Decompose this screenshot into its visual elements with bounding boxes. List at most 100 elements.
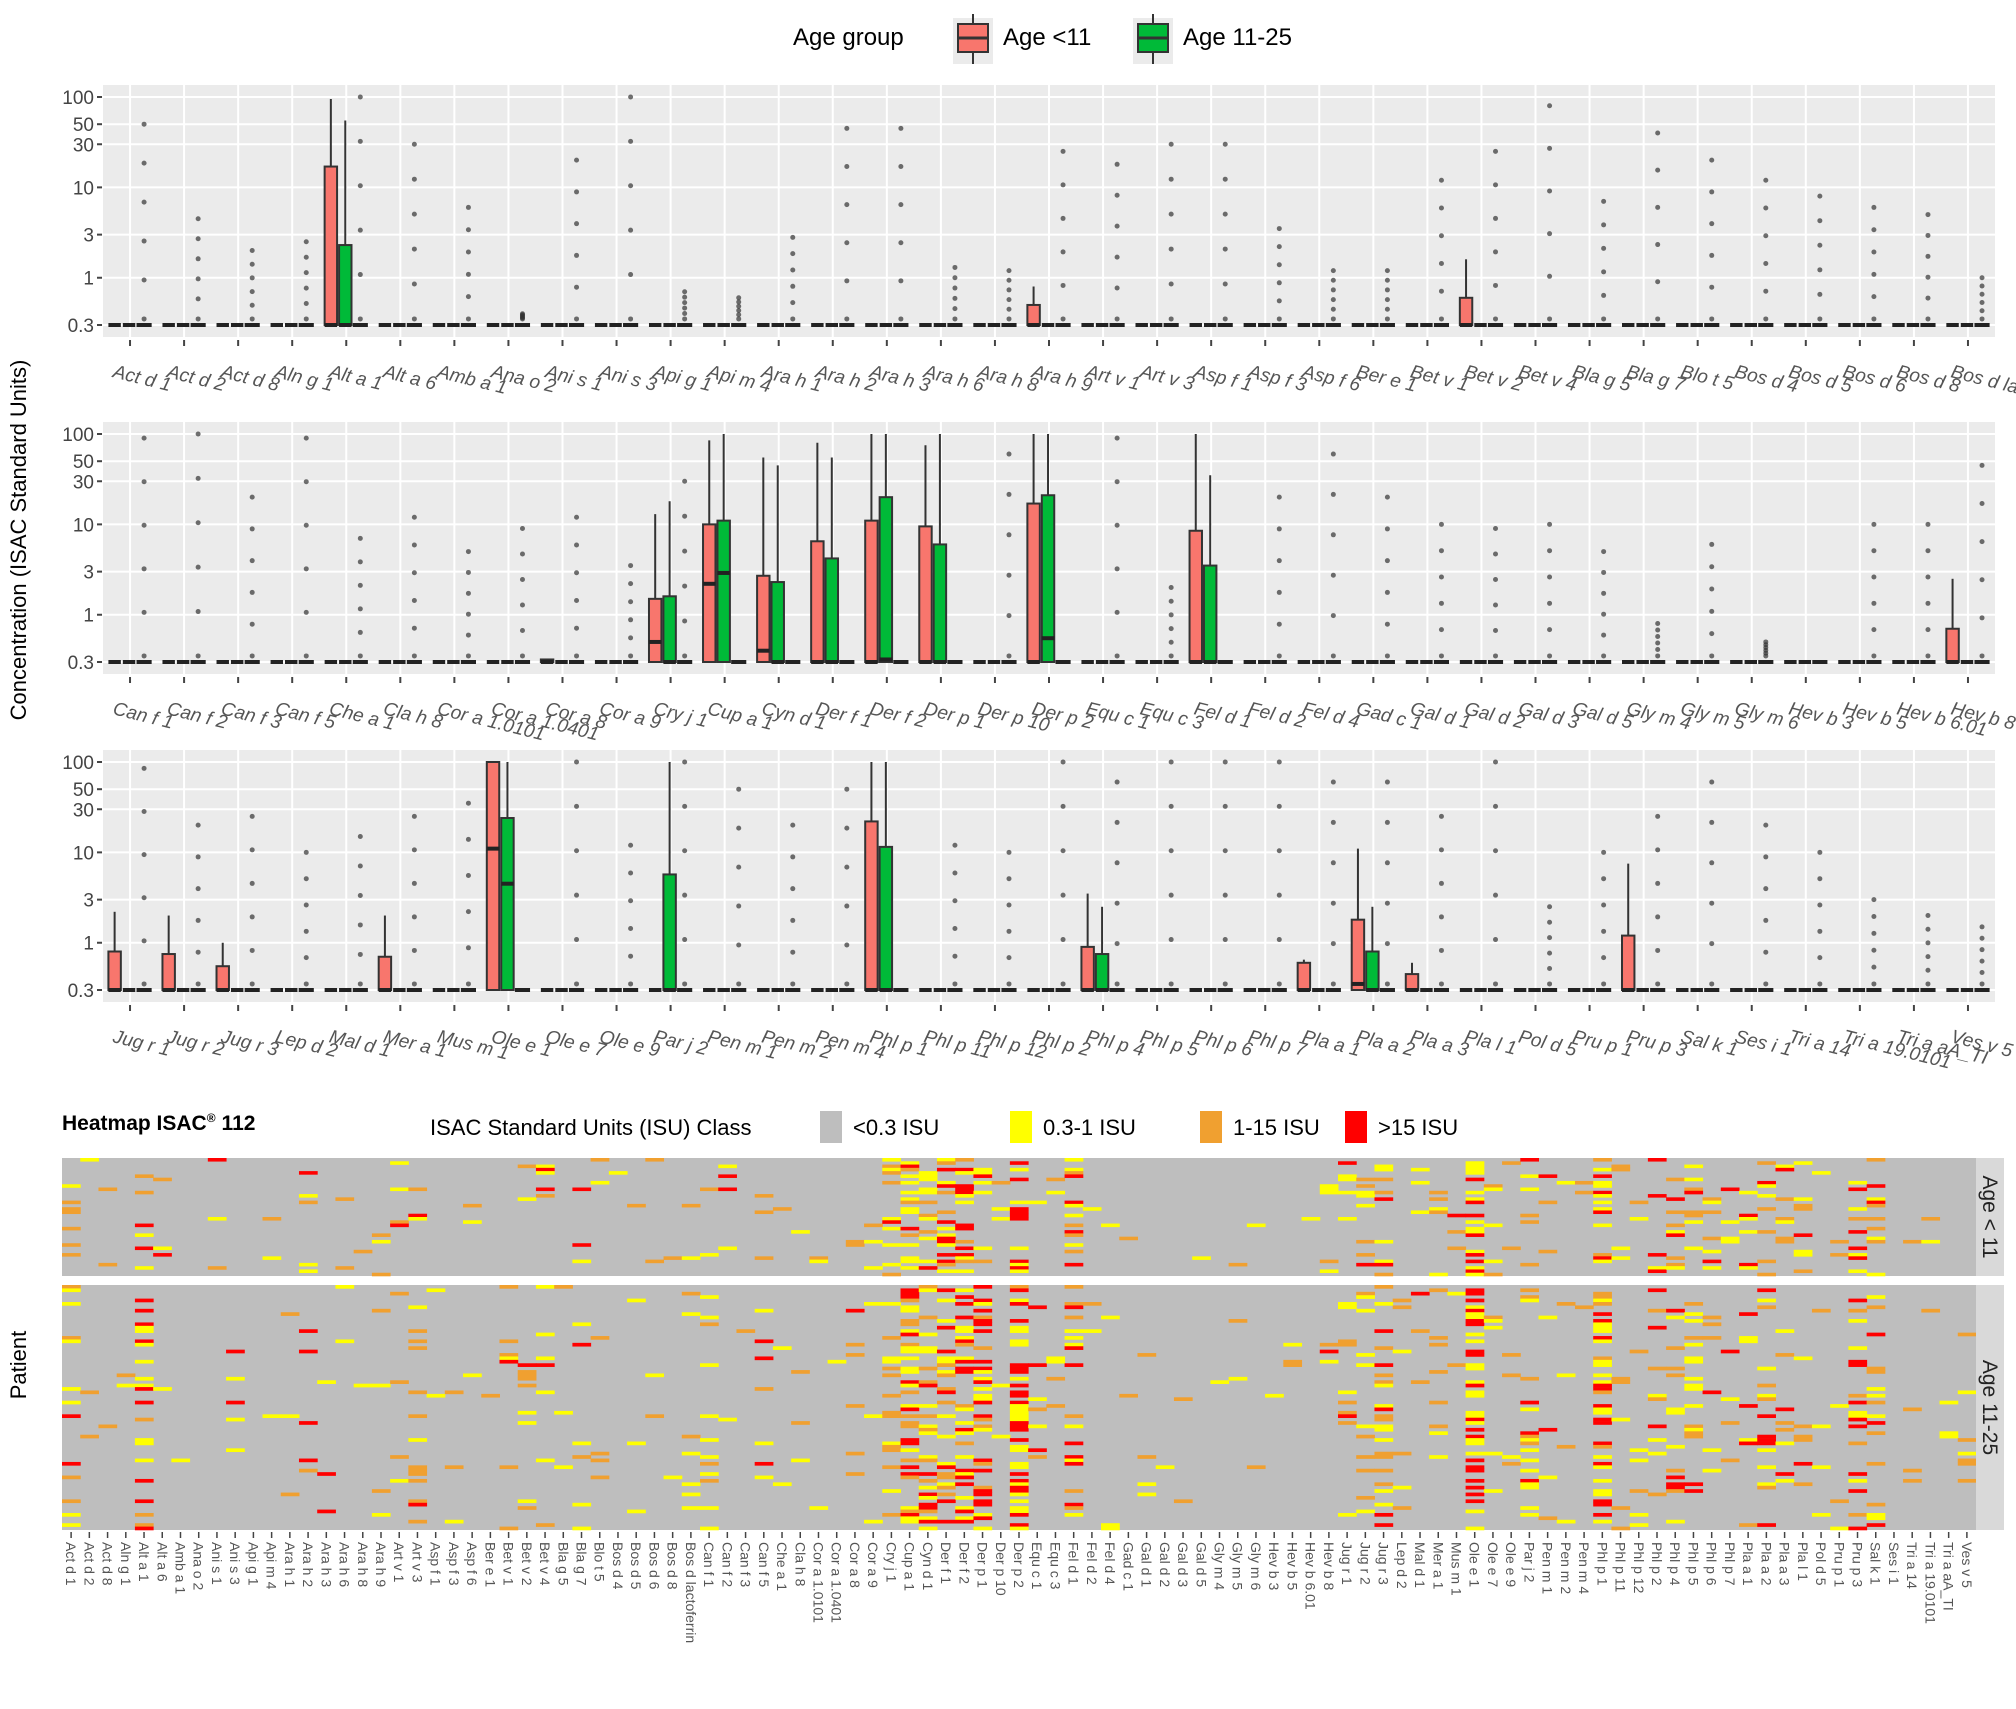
x-tick-label: Ses i 1 [1733,1026,1794,1060]
heatmap-cell [918,1366,938,1371]
heatmap-cell [535,1458,555,1463]
heatmap-x-tick-label: Gal d 5 [1193,1542,1209,1587]
outlier-point [1222,141,1228,147]
outlier-point [1384,297,1390,303]
heatmap-cell [936,1356,956,1361]
heatmap-cell [1775,1167,1795,1172]
heatmap-cell [134,1329,154,1333]
heatmap-cell [900,1404,920,1408]
heatmap-cell [408,1519,428,1524]
outlier-point [1276,526,1282,532]
facet-strip [1976,1158,2004,1276]
heatmap-cell [1064,1441,1084,1446]
heatmap-cell [1119,1236,1138,1241]
heatmap-x-tick-label: Cor a 1.0101 [810,1542,826,1623]
y-tick-label: 10 [73,178,94,199]
boxplot-legend: Age group Age <11 Age 11-25 [793,14,1292,64]
outlier-point [519,526,525,532]
box-age-lt-11 [323,165,339,326]
outlier-point [628,138,634,144]
heatmap-cell [918,1431,938,1436]
outlier-point [1222,316,1228,322]
heatmap-cell [754,1256,774,1260]
outlier-point [1493,282,1499,288]
heatmap-facet-2: Age 11-25 [62,1285,2004,1531]
heatmap-cell [936,1472,956,1476]
heatmap-cell [1739,1230,1758,1234]
heatmap-cell [882,1465,902,1470]
outlier-point [1330,451,1336,457]
heatmap-cell [134,1246,154,1251]
outlier-point [1493,848,1499,854]
outlier-point [736,303,742,309]
outlier-point [1925,548,1931,554]
heatmap-cell [1009,1465,1029,1470]
outlier-point [141,609,147,615]
heatmap-cell [845,1243,865,1247]
outlier-point [574,981,580,987]
heatmap-cell [864,1239,883,1244]
heatmap-cell [1410,1329,1430,1333]
x-tick-label: Phl p 6 [1192,1026,1255,1061]
heatmap-cell [1866,1414,1886,1419]
heatmap-cell [1064,1512,1084,1517]
heatmap-cell [1429,1455,1448,1459]
outlier-point [682,583,688,589]
heatmap-cell [408,1478,428,1483]
outlier-point [1547,935,1553,941]
heatmap-cell [936,1184,956,1188]
outlier-point [790,949,796,955]
heatmap-cell [408,1468,428,1473]
heatmap-cell [1775,1472,1795,1476]
facet-strip-label: Age < 11 [1978,1175,2001,1258]
heatmap-cell [1848,1363,1868,1367]
heatmap-cell [1520,1448,1540,1453]
outlier-point [1006,902,1012,908]
heatmap-x-tick-label: Phl p 4 [1667,1542,1683,1586]
heatmap-cell [1137,1353,1157,1357]
heatmap-cell [62,1200,81,1205]
heatmap-cell [1775,1329,1795,1333]
outlier-point [1276,892,1282,898]
heatmap-cell [134,1523,154,1527]
heatmap-cell [700,1253,719,1257]
heatmap-cell [973,1259,993,1264]
heatmap-cell [1064,1223,1084,1228]
outlier-point [1222,892,1228,898]
heatmap-cell [1757,1161,1776,1165]
heatmap-cell [1684,1246,1704,1251]
outlier-point [465,590,471,596]
heatmap-cell [1629,1458,1649,1463]
heatmap-cell [1593,1417,1612,1422]
outlier-point [1006,572,1012,578]
outlier-point [1493,551,1499,557]
outlier-point [411,597,417,603]
heatmap-cell [700,1363,719,1367]
heatmap-cell [1629,1489,1649,1493]
heatmap-cell [62,1400,81,1405]
outlier-point [1114,981,1120,987]
heatmap-cell [955,1427,974,1432]
heatmap-cell [1848,1180,1868,1185]
outlier-point [682,618,688,624]
heatmap-x-tick-label: Bos d lactoferrin [683,1542,699,1643]
heatmap-cell [718,1246,737,1251]
outlier-point [790,822,796,828]
heatmap-cell [1556,1519,1576,1524]
heatmap-cell [590,1451,610,1456]
heatmap-cell [554,1410,573,1415]
heatmap-cell [882,1336,902,1340]
heatmap-cell [1338,1342,1357,1347]
outlier-point [952,953,958,959]
heatmap-cell [936,1373,956,1378]
x-tick-label: Bet v 2 [1462,361,1525,396]
heatmap-cell [153,1253,172,1257]
heatmap-cell [1739,1266,1758,1270]
heatmap-cell [1009,1200,1029,1205]
heatmap-cell [1793,1207,1813,1211]
heatmap-cell [1739,1213,1758,1218]
heatmap-cell [1702,1336,1722,1340]
heatmap-cell [918,1495,938,1500]
heatmap-x-tick-label: Mus m 1 [1448,1542,1464,1596]
outlier-point [195,256,201,262]
